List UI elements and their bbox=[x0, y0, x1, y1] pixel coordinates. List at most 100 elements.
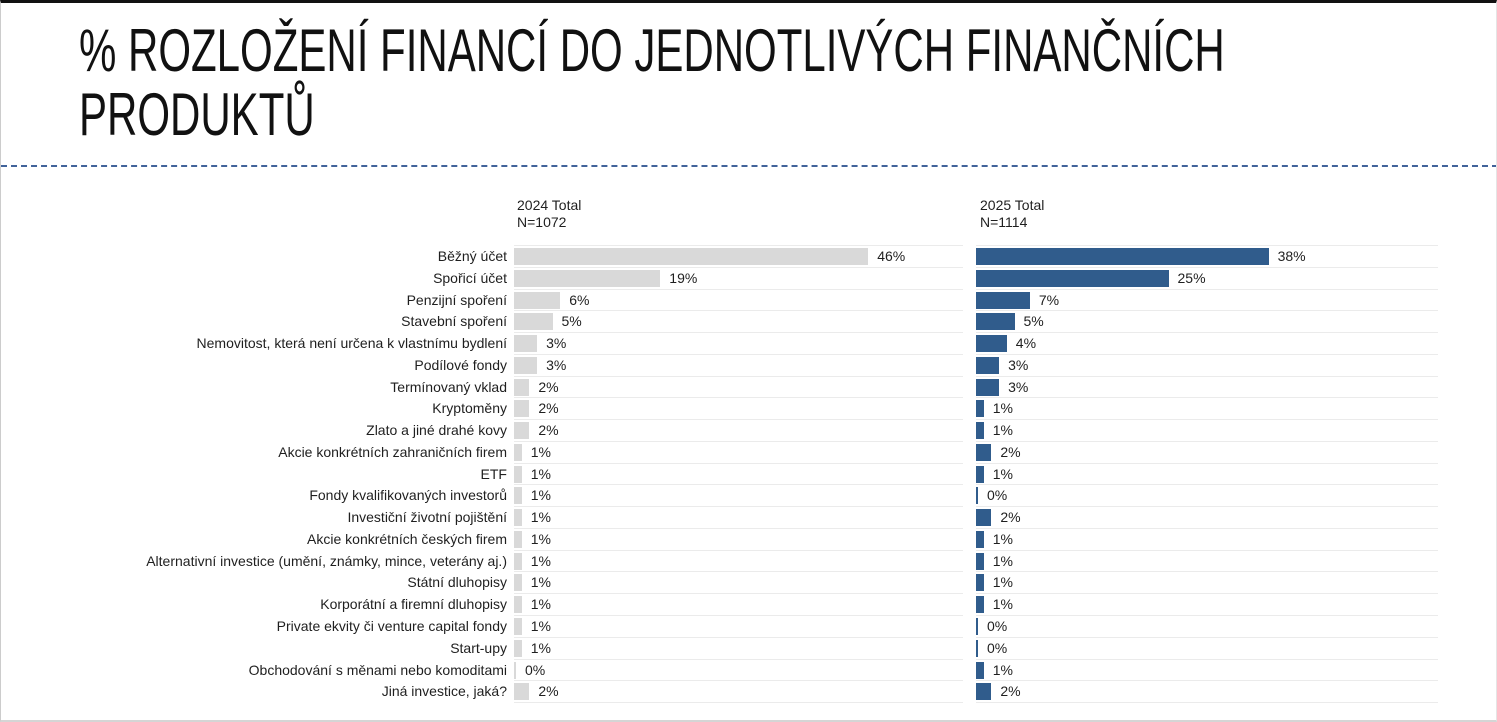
category-label: Korporátní a firemní dluhopisy bbox=[320, 596, 507, 613]
value-label-2024: 2% bbox=[538, 400, 559, 417]
category-label: Investiční životní pojištění bbox=[347, 509, 507, 526]
value-label-2025: 38% bbox=[1277, 248, 1306, 264]
bar-2025 bbox=[976, 248, 1269, 265]
value-label-2025: 3% bbox=[1008, 378, 1029, 395]
bar-2024 bbox=[514, 443, 522, 461]
plot-area-2025: 3% bbox=[976, 377, 1438, 399]
chart-row: Akcie konkrétních zahraničních firem 1% 2% bbox=[1, 442, 1496, 464]
chart-row: Nemovitost, která není určena k vlastním… bbox=[1, 333, 1496, 355]
category-label: Kryptoměny bbox=[432, 400, 507, 417]
category-label: Fondy kvalifikovaných investorů bbox=[309, 487, 507, 504]
series-sample-2025: N=1114 bbox=[980, 214, 1028, 230]
value-label-2025: 4% bbox=[1015, 335, 1037, 352]
plot-area-2025: 2% bbox=[976, 442, 1438, 464]
category-label: Nemovitost, která není určena k vlastním… bbox=[196, 335, 507, 352]
value-label-2024: 1% bbox=[530, 552, 551, 569]
bar-2025 bbox=[976, 422, 984, 440]
plot-area-2025: 1% bbox=[976, 660, 1438, 682]
chart-row: Korporátní a firemní dluhopisy 1% 1% bbox=[1, 594, 1496, 617]
bar-2024 bbox=[514, 422, 530, 440]
plot-area-2024: 19% bbox=[514, 268, 963, 290]
plot-area-2024: 1% bbox=[514, 529, 963, 551]
plot-area-2025: 5% bbox=[976, 311, 1438, 334]
bar-2025 bbox=[976, 291, 1030, 309]
bar-2024 bbox=[514, 509, 522, 527]
bar-2024 bbox=[514, 313, 553, 331]
plot-area-2024: 1% bbox=[514, 464, 963, 486]
value-label-2024: 46% bbox=[877, 248, 906, 264]
value-label-2024: 1% bbox=[530, 618, 551, 635]
category-label: Termínovaný vklad bbox=[390, 378, 507, 395]
bar-2025 bbox=[976, 313, 1015, 331]
title-divider-dashed-line bbox=[1, 165, 1496, 167]
value-label-2025: 1% bbox=[992, 465, 1013, 482]
category-label: Zlato a jiné drahé kovy bbox=[366, 422, 507, 439]
value-label-2025: 5% bbox=[1023, 313, 1044, 330]
value-label-2025: 25% bbox=[1177, 269, 1206, 286]
plot-area-2024: 2% bbox=[514, 681, 963, 704]
value-label-2024: 6% bbox=[569, 291, 590, 308]
category-label: ETF bbox=[480, 465, 507, 482]
plot-area-2025: 1% bbox=[976, 420, 1438, 442]
plot-area-2024: 2% bbox=[514, 398, 963, 421]
value-label-2024: 2% bbox=[538, 422, 559, 439]
plot-area-2024: 2% bbox=[514, 420, 963, 442]
plot-area-2025: 2% bbox=[976, 681, 1438, 704]
bar-2025 bbox=[976, 509, 992, 527]
category-label: Penzijní spoření bbox=[406, 291, 507, 308]
bar-chart: Běžný účet 46% 38% Spořicí účet 19% 25% Penzij… bbox=[1, 246, 1496, 704]
bar-2025 bbox=[976, 552, 984, 570]
bar-2024 bbox=[514, 574, 522, 592]
value-label-2024: 3% bbox=[546, 335, 567, 352]
bar-2025 bbox=[976, 661, 984, 679]
bar-2025 bbox=[976, 596, 984, 614]
value-label-2025: 3% bbox=[1008, 356, 1029, 373]
series-name-2024: 2024 Total bbox=[517, 197, 582, 213]
plot-top-line-2024 bbox=[514, 245, 963, 246]
chart-row: Běžný účet 46% 38% bbox=[1, 246, 1496, 268]
plot-area-2025: 38% bbox=[976, 246, 1438, 268]
bar-2025 bbox=[976, 465, 984, 483]
plot-area-2024: 1% bbox=[514, 594, 963, 617]
bar-2025 bbox=[976, 530, 984, 548]
plot-area-2024: 5% bbox=[514, 311, 963, 334]
value-label-2024: 2% bbox=[538, 683, 559, 700]
chart-row: Alternativní investice (umění, známky, m… bbox=[1, 551, 1496, 573]
plot-top-line-2025 bbox=[976, 245, 1438, 246]
plot-area-2025: 1% bbox=[976, 572, 1438, 595]
bar-2024 bbox=[514, 487, 522, 505]
category-label: Akcie konkrétních zahraničních firem bbox=[278, 443, 507, 460]
bar-2025 bbox=[976, 618, 978, 636]
value-label-2024: 1% bbox=[530, 574, 551, 591]
value-label-2025: 1% bbox=[992, 400, 1013, 417]
value-label-2025: 1% bbox=[992, 596, 1013, 613]
bar-2025 bbox=[976, 574, 984, 592]
plot-area-2025: 1% bbox=[976, 398, 1438, 421]
category-label: Alternativní investice (umění, známky, m… bbox=[146, 552, 507, 569]
value-label-2024: 5% bbox=[561, 313, 582, 330]
chart-row: Jiná investice, jaká? 2% 2% bbox=[1, 681, 1496, 704]
value-label-2024: 1% bbox=[530, 443, 551, 460]
value-label-2025: 2% bbox=[1000, 509, 1021, 526]
bar-2025 bbox=[976, 487, 978, 505]
value-label-2024: 0% bbox=[525, 661, 546, 678]
bar-2025 bbox=[976, 335, 1007, 353]
plot-area-2025: 25% bbox=[976, 268, 1438, 290]
plot-area-2024: 0% bbox=[514, 660, 963, 682]
plot-area-2024: 1% bbox=[514, 507, 963, 529]
plot-area-2024: 6% bbox=[514, 290, 963, 312]
value-label-2025: 1% bbox=[992, 552, 1013, 569]
chart-row: Akcie konkrétních českých firem 1% 1% bbox=[1, 529, 1496, 551]
value-label-2025: 2% bbox=[1000, 683, 1021, 700]
value-label-2025: 0% bbox=[987, 639, 1008, 656]
bar-2024 bbox=[514, 378, 530, 396]
chart-row: Stavební spoření 5% 5% bbox=[1, 311, 1496, 334]
chart-row: Termínovaný vklad 2% 3% bbox=[1, 377, 1496, 399]
value-label-2024: 1% bbox=[530, 487, 551, 504]
category-label: Podílové fondy bbox=[414, 356, 507, 373]
bar-2024 bbox=[514, 269, 661, 287]
chart-row: Kryptoměny 2% 1% bbox=[1, 398, 1496, 421]
plot-area-2024: 1% bbox=[514, 551, 963, 573]
bar-2024 bbox=[514, 639, 522, 657]
bar-2024 bbox=[514, 596, 522, 614]
